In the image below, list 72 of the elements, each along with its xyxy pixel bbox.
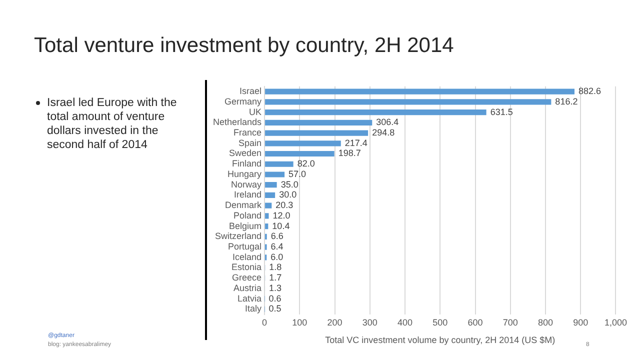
data-label: 6.0	[270, 252, 284, 262]
y-tick-label: Estonia	[232, 262, 262, 272]
data-label: 1.7	[269, 272, 282, 283]
y-tick-label: Israel	[240, 86, 262, 96]
x-tick-label: 300	[362, 317, 378, 328]
data-label: 294.8	[372, 128, 395, 138]
bar	[265, 202, 272, 208]
bar	[265, 172, 285, 178]
y-tick-label: Belgium	[229, 220, 262, 231]
data-label: 217.4	[344, 138, 368, 148]
x-tick-label: 500	[432, 317, 448, 328]
data-label: 198.7	[338, 148, 361, 158]
bar	[265, 88, 575, 94]
bar	[265, 161, 294, 167]
data-label: 57.0	[288, 168, 306, 179]
x-tick-label: 0	[262, 317, 268, 328]
data-label: 6.6	[270, 231, 284, 242]
x-axis-title: Total VC investment volume by country, 2H 2014 (US $M)	[325, 335, 556, 346]
y-tick-label: Austria	[234, 282, 262, 293]
y-tick-label: Netherlands	[213, 117, 262, 128]
data-label: 816.2	[555, 96, 578, 106]
x-tick-label: 600	[468, 317, 483, 328]
y-tick-label: Latvia	[238, 293, 262, 304]
y-tick-label: Denmark	[225, 200, 262, 210]
bar	[265, 213, 269, 219]
x-tick-label: 200	[327, 317, 342, 328]
y-tick-label: Germany	[224, 96, 262, 106]
bar	[265, 140, 341, 146]
y-tick-label: Hungary	[228, 168, 262, 179]
bar	[265, 99, 552, 105]
y-tick-label: Switzerland	[215, 231, 262, 242]
x-tick-label: 400	[397, 317, 413, 328]
bar	[265, 120, 372, 126]
y-tick-label: Sweden	[229, 148, 262, 158]
x-tick-label: 900	[573, 317, 588, 328]
data-label: 30.0	[279, 190, 297, 200]
chart-title: Total venture investment by country, 2H 2014	[34, 34, 454, 58]
bar	[265, 192, 276, 198]
bar	[265, 110, 486, 116]
data-label: 12.0	[272, 210, 290, 220]
x-tick-label: 1,000	[604, 317, 628, 328]
data-label: 631.5	[490, 106, 513, 117]
bar	[265, 150, 334, 157]
data-label: 1.8	[269, 262, 282, 272]
bar	[265, 130, 368, 136]
data-label: 882.6	[578, 86, 602, 96]
y-tick-label: Ireland	[234, 190, 262, 200]
data-label: 0.5	[268, 304, 282, 314]
y-tick-label: Poland	[234, 210, 262, 220]
data-label: 35.0	[280, 179, 298, 190]
bar	[265, 182, 277, 188]
y-tick-label: Finland	[232, 158, 262, 169]
y-tick-label: Italy	[245, 304, 262, 314]
data-label: 82.0	[297, 158, 315, 169]
y-tick-label: France	[234, 128, 262, 138]
data-label: 6.4	[270, 242, 284, 252]
y-tick-label: UK	[249, 106, 262, 117]
data-label: 10.4	[272, 220, 290, 231]
y-tick-label: Norway	[231, 179, 262, 190]
y-tick-label: Iceland	[232, 252, 262, 262]
y-tick-label: Greece	[232, 272, 262, 283]
data-label: 306.4	[376, 117, 399, 128]
y-tick-label: Spain	[238, 138, 262, 148]
text: Israel led Europe with the total amount of venture dollars invested in the second half of 2014	[47, 96, 178, 152]
x-tick-label: 100	[292, 317, 308, 328]
data-label: 1.3	[268, 282, 282, 293]
x-tick-label: 800	[538, 317, 554, 328]
bar	[265, 224, 268, 230]
data-label: 20.3	[276, 200, 294, 210]
y-tick-label: Portugal	[228, 242, 262, 252]
x-tick-label: 700	[502, 317, 518, 328]
data-label: 0.6	[268, 293, 282, 304]
